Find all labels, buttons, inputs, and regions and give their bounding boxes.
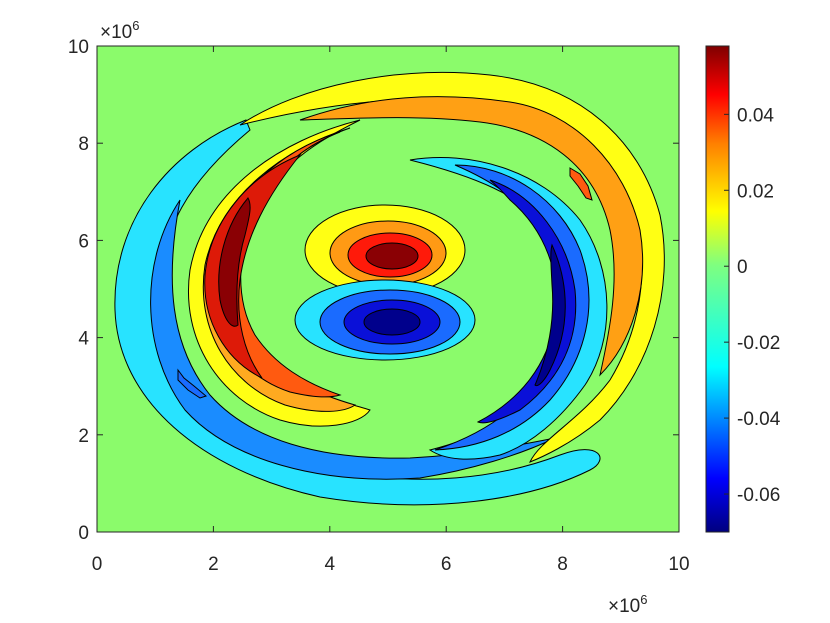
dipole-negative-navy [363,308,421,336]
y-tick-label: 6 [78,231,89,252]
y-tick-label: 2 [78,426,89,447]
y-tick-label: 10 [68,37,89,58]
x-tick-label: 0 [92,554,103,575]
x-tick-label: 4 [325,554,336,575]
y-tick-label: 0 [78,523,89,544]
colorbar-tick-label: -0.02 [737,333,780,354]
x-tick-label: 6 [441,554,452,575]
x-axis-ticks: 0 2 4 6 8 10 [92,46,690,575]
colorbar-tick-label: 0.04 [737,105,774,126]
y-tick-label: 4 [78,329,89,350]
x-tick-label: 8 [557,554,568,575]
contour-left-arm-darkred [218,197,251,327]
contour-right-arm-navy [534,243,566,387]
dipole-positive-darkred [365,242,419,270]
plot-frame [96,45,680,533]
colorbar-tick-label: -0.04 [737,409,781,430]
colorbar: -0.06 -0.04 -0.02 0 0.02 0.04 [705,45,781,533]
colorbar-tick-label: -0.06 [737,485,780,506]
y-axis-ticks: 0 2 4 6 8 10 [68,37,679,544]
y-axis-multiplier: ×106 [100,18,139,43]
island-lower-left [177,368,208,399]
colorbar-gradient [705,45,730,533]
colorbar-tick-label: 0 [737,257,748,278]
y-tick-label: 8 [78,134,89,155]
x-tick-label: 10 [668,554,689,575]
contour-fills [114,71,665,506]
x-tick-label: 2 [208,554,219,575]
colorbar-tick-label: 0.02 [737,181,774,202]
plot-area [96,45,680,533]
island-upper-right [569,167,593,201]
colorbar-ticks: -0.06 -0.04 -0.02 0 0.02 0.04 [724,105,781,506]
contour-outer-upper-arc-orange [299,96,644,377]
x-axis-multiplier: ×106 [608,592,647,617]
